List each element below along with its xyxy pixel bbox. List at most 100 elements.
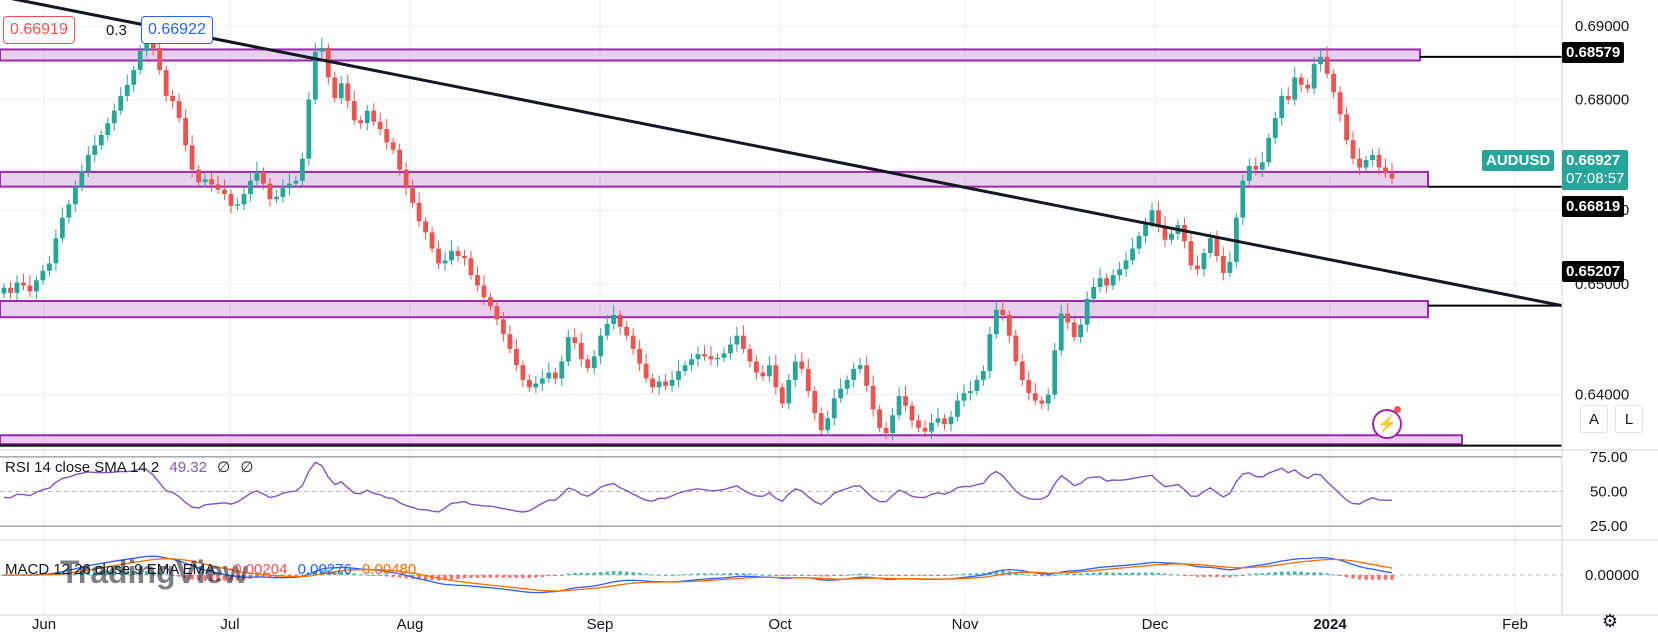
candle-body [591,356,597,369]
ask-box[interactable]: 0.66922 [141,16,213,44]
macd-histogram-bar [1318,572,1323,575]
candle-body [565,337,571,362]
macd-histogram-bar [1234,575,1239,577]
candle-body [1136,236,1142,249]
macd-histogram-bar [365,574,370,576]
macd-histogram-bar [190,575,194,580]
candle-body [397,149,403,170]
macd-histogram-bar [618,571,622,575]
symbol-tag: AUDUSD [1482,150,1555,171]
bid-box[interactable]: 0.66919 [3,16,75,44]
candle-body [436,248,441,264]
level-tag-3: 0.65207 [1562,261,1625,282]
candle-body [1331,73,1337,93]
macd-histogram-bar [216,575,220,581]
candle-body [747,348,753,362]
macd-histogram-bar [663,574,668,576]
macd-histogram-bar [170,575,175,576]
macd-histogram-bar [462,575,467,579]
macd-histogram-bar [358,574,363,576]
macd-histogram-bar [774,575,778,576]
macd-pane: 0.00000 [0,539,1658,594]
macd-histogram-bar [1202,575,1206,578]
last-price-tag: 0.66927 07:08:57 [1562,150,1629,190]
candle-body [105,123,111,135]
macd-histogram-bar [339,571,344,575]
candle-body [228,194,234,206]
macd-histogram-bar [378,575,382,576]
candle-body [1195,265,1200,270]
macd-histogram-bar [553,575,558,576]
candle-body [1097,278,1103,287]
candle-body [1337,92,1343,115]
candle-body [72,186,78,205]
macd-histogram-bar [203,575,207,581]
macd-line [3,555,1393,594]
level-tag-2: 0.66819 [1562,196,1625,217]
candle-body [805,368,811,391]
candle-body [79,171,85,187]
macd-histogram-bar [767,574,772,576]
candle-body [656,381,662,388]
candle-body [475,275,480,286]
candle-body [1032,393,1038,401]
log-scale-button[interactable]: L [1615,405,1643,433]
macd-histogram-bar [196,575,201,581]
macd-histogram-bar [929,575,934,576]
candle-body [1370,154,1375,161]
macd-histogram-bar [670,574,674,576]
rsi-extra-1: ∅ [217,459,231,476]
macd-histogram-bar [1026,574,1031,576]
candle-body [66,204,72,218]
candle-body [319,47,325,52]
macd-histogram-bar [864,573,869,575]
macd-histogram-bar [1111,572,1115,575]
macd-histogram-bar [780,575,785,576]
candles [1,31,1395,441]
macd-histogram-bar [1176,574,1180,576]
macd-histogram-bar [417,575,421,580]
macd-histogram-bar [469,575,473,579]
macd-histogram-bar [1091,572,1096,575]
macd-histogram-bar [1020,573,1025,575]
candle-body [377,121,383,130]
auto-scale-button[interactable]: A [1580,405,1608,433]
macd-histogram-bar [1039,575,1044,577]
time-axis: Jun Jul Aug Sep Oct Nov Dec 2024 Feb [0,614,1658,633]
macd-histogram-bar [118,570,123,575]
macd-histogram-bar [1130,572,1135,575]
candle-body [818,413,824,431]
candle-body [170,95,176,102]
candle-body [1311,64,1317,89]
macd-value-3: 0.00480 [362,561,417,578]
macd-histogram-bar [709,573,713,575]
macd-histogram-bar [728,573,733,575]
macd-histogram-bar [1169,574,1174,576]
macd-histogram-bar [579,572,584,575]
candle-body [150,40,156,48]
candle-body [202,179,208,183]
macd-histogram-bar [981,572,986,575]
candle-body [1279,95,1285,119]
candle-body [1130,248,1135,261]
gear-icon[interactable]: ⚙ [1601,611,1619,631]
macd-histogram-bar [547,575,551,577]
macd-histogram-bar [371,575,376,576]
macd-histogram-bar [1344,575,1349,578]
candle-body [695,354,701,360]
candle-body [235,204,240,206]
candle-body [1078,324,1084,338]
macd-histogram-bar [572,572,577,575]
macd-histogram-bar [332,571,337,575]
macd-histogram-bar [1228,575,1232,578]
candle-body [715,357,720,360]
candle-body [1149,210,1155,224]
macd-histogram-bar [514,575,519,578]
macd-histogram-bar [1189,575,1193,577]
time-label: Feb [1502,616,1528,633]
macd-histogram-bar [975,573,979,575]
candle-body [916,420,921,428]
candle-body [968,390,973,394]
lightning-icon[interactable]: ⚡ [1372,409,1402,439]
